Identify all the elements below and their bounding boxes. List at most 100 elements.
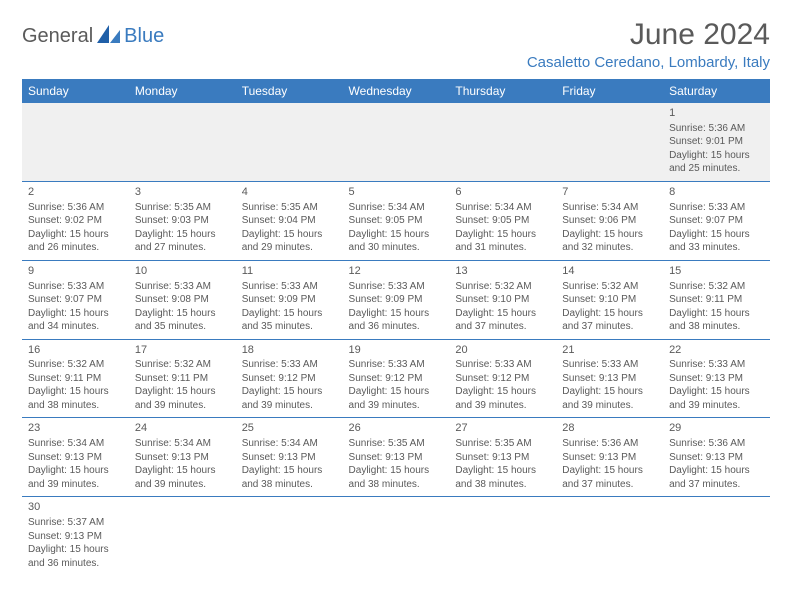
day-day1: Daylight: 15 hours (28, 464, 123, 478)
day-sunset: Sunset: 9:01 PM (669, 135, 764, 149)
day-day1: Daylight: 15 hours (349, 464, 444, 478)
day-sunset: Sunset: 9:13 PM (562, 451, 657, 465)
day-sunrise: Sunrise: 5:36 AM (669, 122, 764, 136)
day-day2: and 38 minutes. (242, 478, 337, 492)
calendar-cell: 14Sunrise: 5:32 AMSunset: 9:10 PMDayligh… (556, 260, 663, 339)
day-sunset: Sunset: 9:03 PM (135, 214, 230, 228)
calendar-cell (556, 103, 663, 181)
day-number: 17 (135, 343, 230, 358)
calendar-week-row: 9Sunrise: 5:33 AMSunset: 9:07 PMDaylight… (22, 260, 770, 339)
day-day1: Daylight: 15 hours (135, 385, 230, 399)
day-day2: and 39 minutes. (28, 478, 123, 492)
day-number: 3 (135, 185, 230, 200)
calendar-table: Sunday Monday Tuesday Wednesday Thursday… (22, 79, 770, 575)
day-number: 6 (455, 185, 550, 200)
calendar-cell: 11Sunrise: 5:33 AMSunset: 9:09 PMDayligh… (236, 260, 343, 339)
day-day2: and 25 minutes. (669, 162, 764, 176)
calendar-cell: 13Sunrise: 5:32 AMSunset: 9:10 PMDayligh… (449, 260, 556, 339)
logo-text-blue: Blue (124, 25, 164, 48)
day-sunrise: Sunrise: 5:35 AM (242, 201, 337, 215)
calendar-cell: 17Sunrise: 5:32 AMSunset: 9:11 PMDayligh… (129, 339, 236, 418)
day-number: 12 (349, 264, 444, 279)
calendar-cell: 27Sunrise: 5:35 AMSunset: 9:13 PMDayligh… (449, 418, 556, 497)
day-number: 8 (669, 185, 764, 200)
day-sunrise: Sunrise: 5:34 AM (135, 437, 230, 451)
day-sunrise: Sunrise: 5:33 AM (349, 280, 444, 294)
day-sunrise: Sunrise: 5:33 AM (349, 358, 444, 372)
day-day1: Daylight: 15 hours (562, 464, 657, 478)
day-sunrise: Sunrise: 5:32 AM (669, 280, 764, 294)
weekday-header: Thursday (449, 79, 556, 103)
day-day1: Daylight: 15 hours (669, 149, 764, 163)
day-day2: and 39 minutes. (135, 478, 230, 492)
day-number: 14 (562, 264, 657, 279)
calendar-cell: 19Sunrise: 5:33 AMSunset: 9:12 PMDayligh… (343, 339, 450, 418)
day-number: 26 (349, 421, 444, 436)
weekday-header: Saturday (663, 79, 770, 103)
calendar-cell: 6Sunrise: 5:34 AMSunset: 9:05 PMDaylight… (449, 181, 556, 260)
day-number: 19 (349, 343, 444, 358)
calendar-cell (663, 497, 770, 575)
day-sunset: Sunset: 9:12 PM (242, 372, 337, 386)
day-day2: and 39 minutes. (669, 399, 764, 413)
calendar-cell (236, 497, 343, 575)
day-sunrise: Sunrise: 5:36 AM (669, 437, 764, 451)
day-day2: and 37 minutes. (455, 320, 550, 334)
calendar-cell: 2Sunrise: 5:36 AMSunset: 9:02 PMDaylight… (22, 181, 129, 260)
weekday-header: Tuesday (236, 79, 343, 103)
calendar-week-row: 16Sunrise: 5:32 AMSunset: 9:11 PMDayligh… (22, 339, 770, 418)
day-sunrise: Sunrise: 5:35 AM (349, 437, 444, 451)
day-day1: Daylight: 15 hours (669, 464, 764, 478)
day-number: 30 (28, 500, 123, 515)
day-sunset: Sunset: 9:09 PM (349, 293, 444, 307)
day-number: 22 (669, 343, 764, 358)
day-sunset: Sunset: 9:13 PM (669, 372, 764, 386)
day-day1: Daylight: 15 hours (562, 228, 657, 242)
day-sunrise: Sunrise: 5:33 AM (562, 358, 657, 372)
calendar-cell: 24Sunrise: 5:34 AMSunset: 9:13 PMDayligh… (129, 418, 236, 497)
day-sunrise: Sunrise: 5:37 AM (28, 516, 123, 530)
day-sunrise: Sunrise: 5:34 AM (562, 201, 657, 215)
day-sunset: Sunset: 9:11 PM (135, 372, 230, 386)
day-sunrise: Sunrise: 5:35 AM (135, 201, 230, 215)
calendar-cell (343, 103, 450, 181)
calendar-cell (129, 103, 236, 181)
day-day1: Daylight: 15 hours (242, 228, 337, 242)
day-day2: and 31 minutes. (455, 241, 550, 255)
day-day1: Daylight: 15 hours (242, 385, 337, 399)
calendar-cell: 1Sunrise: 5:36 AMSunset: 9:01 PMDaylight… (663, 103, 770, 181)
day-day2: and 38 minutes. (455, 478, 550, 492)
weekday-header: Monday (129, 79, 236, 103)
day-sunrise: Sunrise: 5:32 AM (562, 280, 657, 294)
day-day1: Daylight: 15 hours (135, 307, 230, 321)
day-sunset: Sunset: 9:07 PM (669, 214, 764, 228)
day-sunrise: Sunrise: 5:35 AM (455, 437, 550, 451)
day-day1: Daylight: 15 hours (669, 307, 764, 321)
day-day2: and 38 minutes. (349, 478, 444, 492)
day-day1: Daylight: 15 hours (28, 385, 123, 399)
day-day2: and 35 minutes. (242, 320, 337, 334)
day-number: 29 (669, 421, 764, 436)
calendar-cell: 26Sunrise: 5:35 AMSunset: 9:13 PMDayligh… (343, 418, 450, 497)
weekday-header: Sunday (22, 79, 129, 103)
day-number: 2 (28, 185, 123, 200)
day-sunrise: Sunrise: 5:33 AM (242, 358, 337, 372)
calendar-cell: 30Sunrise: 5:37 AMSunset: 9:13 PMDayligh… (22, 497, 129, 575)
day-sunrise: Sunrise: 5:34 AM (455, 201, 550, 215)
day-sunset: Sunset: 9:06 PM (562, 214, 657, 228)
day-day2: and 33 minutes. (669, 241, 764, 255)
day-sunrise: Sunrise: 5:34 AM (349, 201, 444, 215)
day-day2: and 37 minutes. (562, 478, 657, 492)
calendar-cell: 28Sunrise: 5:36 AMSunset: 9:13 PMDayligh… (556, 418, 663, 497)
day-number: 10 (135, 264, 230, 279)
day-day2: and 39 minutes. (135, 399, 230, 413)
calendar-cell: 16Sunrise: 5:32 AMSunset: 9:11 PMDayligh… (22, 339, 129, 418)
day-sunset: Sunset: 9:09 PM (242, 293, 337, 307)
day-sunrise: Sunrise: 5:33 AM (28, 280, 123, 294)
day-sunrise: Sunrise: 5:33 AM (455, 358, 550, 372)
day-day1: Daylight: 15 hours (242, 307, 337, 321)
day-sunrise: Sunrise: 5:32 AM (28, 358, 123, 372)
day-number: 15 (669, 264, 764, 279)
day-day1: Daylight: 15 hours (669, 228, 764, 242)
day-day1: Daylight: 15 hours (669, 385, 764, 399)
